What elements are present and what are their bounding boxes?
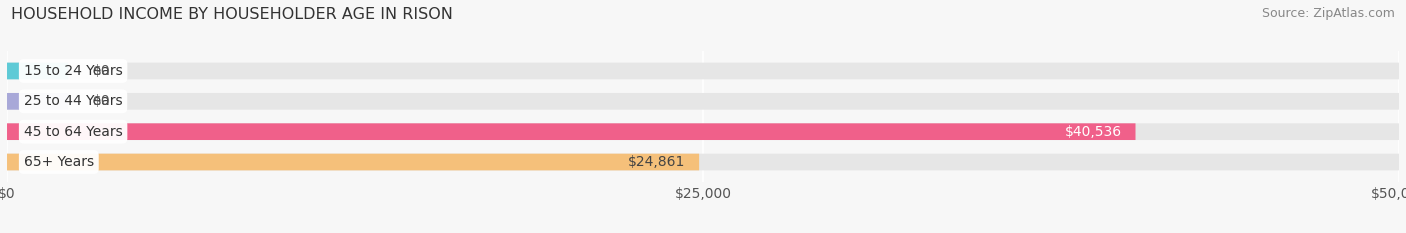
FancyBboxPatch shape <box>7 123 1399 140</box>
FancyBboxPatch shape <box>7 63 1399 79</box>
FancyBboxPatch shape <box>7 63 69 79</box>
FancyBboxPatch shape <box>7 93 1399 110</box>
FancyBboxPatch shape <box>7 154 1399 170</box>
Text: 45 to 64 Years: 45 to 64 Years <box>24 125 122 139</box>
Text: 15 to 24 Years: 15 to 24 Years <box>24 64 122 78</box>
Text: 65+ Years: 65+ Years <box>24 155 94 169</box>
Text: $40,536: $40,536 <box>1064 125 1122 139</box>
FancyBboxPatch shape <box>7 93 69 110</box>
Text: HOUSEHOLD INCOME BY HOUSEHOLDER AGE IN RISON: HOUSEHOLD INCOME BY HOUSEHOLDER AGE IN R… <box>11 7 453 22</box>
Text: $0: $0 <box>93 94 111 108</box>
Text: 25 to 44 Years: 25 to 44 Years <box>24 94 122 108</box>
Text: Source: ZipAtlas.com: Source: ZipAtlas.com <box>1261 7 1395 20</box>
Text: $0: $0 <box>93 64 111 78</box>
FancyBboxPatch shape <box>7 154 699 170</box>
Text: $24,861: $24,861 <box>628 155 685 169</box>
FancyBboxPatch shape <box>7 123 1136 140</box>
